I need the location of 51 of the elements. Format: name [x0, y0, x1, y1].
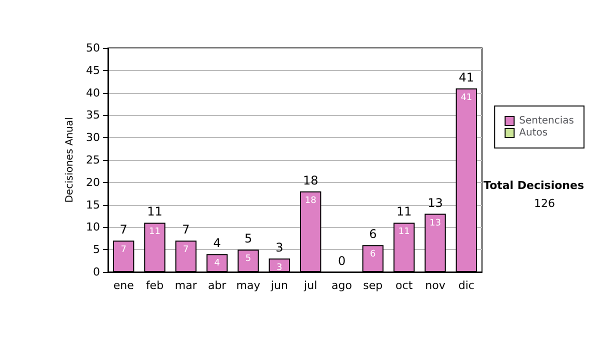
y-tick-label: 35 [86, 108, 100, 122]
y-tick-label: 5 [93, 243, 100, 256]
y-axis-title: Decisiones Anual [64, 117, 76, 203]
y-tick-label: 15 [86, 198, 100, 212]
text: Total Decisiones [484, 179, 584, 192]
y-tick-label: 10 [86, 220, 100, 234]
data-label: 6 [370, 250, 376, 260]
data-label: 41 [460, 92, 472, 103]
x-tick-label: dic [458, 279, 474, 292]
data-label: 3 [276, 263, 282, 274]
data-label: 5 [245, 254, 252, 264]
y-tick-label: 40 [86, 86, 100, 100]
data-label: 7 [183, 245, 189, 256]
total-label: 41 [458, 70, 474, 84]
x-tick-label: ago [332, 279, 352, 292]
total-label: 4 [213, 236, 221, 250]
data-label: 11 [149, 227, 160, 238]
x-tick-label: jun [270, 279, 288, 292]
text: 126 [534, 197, 556, 210]
x-tick-label: oct [396, 279, 414, 292]
data-label: 13 [430, 218, 441, 228]
legend-label: Autos [519, 128, 548, 138]
total-label: 11 [396, 204, 412, 219]
total-label: 0 [338, 254, 346, 268]
y-tick-label: 50 [86, 42, 100, 54]
data-label: 18 [304, 196, 317, 206]
y-tick-label: 45 [86, 64, 100, 77]
x-tick-label: may [236, 279, 261, 292]
y-tick-label: 20 [86, 176, 100, 189]
total-label: 6 [369, 227, 377, 242]
data-label: 11 [398, 227, 410, 238]
x-tick-label: abr [208, 279, 227, 292]
total-label: 5 [244, 232, 252, 246]
y-tick-label: 25 [86, 154, 100, 166]
x-tick-label: ene [113, 279, 134, 292]
x-tick-label: mar [174, 279, 198, 292]
total-label: 11 [147, 204, 162, 219]
y-tick-label: 30 [86, 131, 100, 144]
x-tick-label: jul [303, 279, 318, 292]
total-label: 7 [120, 222, 128, 237]
total-label: 13 [428, 196, 443, 210]
total-label: 3 [276, 240, 284, 255]
x-tick-label: feb [146, 279, 164, 292]
x-tick-label: sep [363, 279, 383, 292]
data-label: 4 [214, 258, 220, 269]
total-label: 18 [302, 173, 318, 188]
x-tick-label: nov [425, 279, 446, 292]
data-label: 7 [120, 245, 126, 256]
legend-label: Sentencias [519, 116, 574, 126]
total-label: 7 [182, 222, 190, 237]
y-tick-label: 0 [93, 266, 100, 278]
